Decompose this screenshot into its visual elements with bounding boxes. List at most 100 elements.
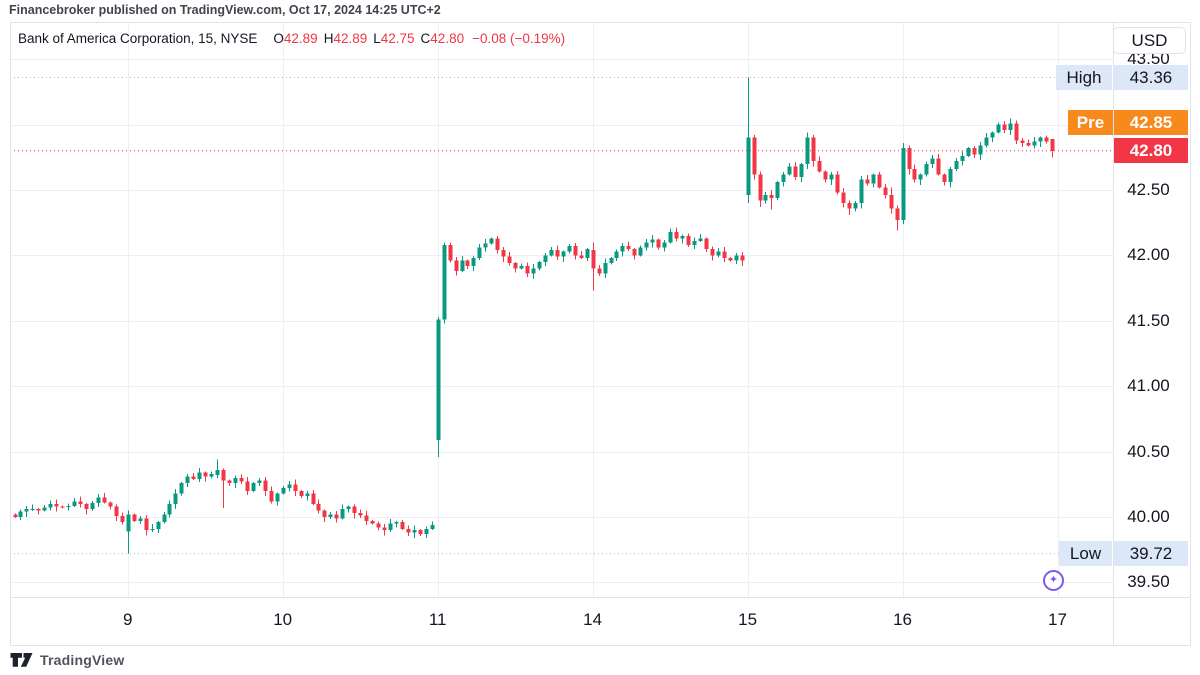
candle-down (579, 255, 584, 259)
candle-up (412, 530, 417, 533)
candle-up (549, 250, 554, 256)
candle-up (948, 169, 953, 183)
candle-up (680, 235, 685, 239)
price-tick-label: 41.50 (1127, 310, 1170, 330)
open-value: 42.89 (283, 31, 318, 46)
candle-down (728, 258, 733, 261)
candle-up (954, 161, 959, 170)
premarket-price-label: 42.85 (1114, 110, 1188, 136)
candle-up (775, 182, 780, 198)
candle-up (609, 258, 614, 264)
price-tick-label: 40.00 (1127, 507, 1170, 526)
price-tick-label: 42.50 (1127, 180, 1170, 199)
candle-up (233, 477, 238, 483)
candle-down (525, 265, 530, 274)
currency-label: USD (1113, 27, 1186, 54)
candle-up (90, 503, 95, 510)
candle-up (978, 145, 983, 155)
candle-up (156, 522, 161, 529)
candle-up (257, 480, 262, 483)
candle-up (42, 507, 47, 511)
candle-down (1002, 124, 1007, 130)
candle-down (912, 169, 917, 180)
candle-down (972, 148, 977, 155)
candle-down (54, 503, 59, 507)
last-price-label: 42.80 (1114, 138, 1188, 164)
candle-down (841, 192, 846, 204)
candle-up (763, 195, 768, 201)
candle-down (1044, 137, 1049, 142)
candle-up (918, 174, 923, 180)
symbol-title[interactable]: Bank of America Corporation, 15, NYSE (18, 31, 258, 46)
candle-up (1038, 137, 1043, 142)
candle-up (614, 251, 619, 259)
candle-up (805, 137, 810, 164)
candle-down (507, 256, 512, 264)
candle-down (60, 506, 65, 508)
candle-down (555, 250, 560, 257)
candle-down (686, 235, 691, 245)
candle-down (400, 522, 405, 529)
candle-down (263, 480, 268, 491)
candle-up (442, 244, 447, 320)
frame-border (10, 22, 1191, 646)
close-value: 42.80 (430, 31, 465, 46)
candle-up (489, 238, 494, 244)
high-value: 42.89 (333, 31, 368, 46)
candle-up (698, 238, 703, 242)
candle-down (883, 187, 888, 196)
candle-up (209, 473, 214, 477)
candle-down (895, 208, 900, 221)
time-tick-label: 15 (738, 610, 758, 629)
low-value: 42.75 (380, 31, 415, 46)
candle-up (966, 148, 971, 156)
candle-down (823, 171, 828, 180)
candle-down (465, 260, 470, 266)
candle-down (370, 520, 375, 524)
candle-down (740, 255, 745, 261)
candle-up (185, 476, 190, 483)
candle-down (1050, 138, 1055, 151)
candle-up (585, 248, 590, 259)
candle-up (18, 511, 23, 517)
candle-up (66, 505, 71, 507)
candle-up (305, 493, 310, 497)
candle-up (662, 242, 667, 248)
candle-down (752, 137, 757, 175)
candle-down (1014, 123, 1019, 141)
candle-down (769, 195, 774, 198)
candle-up (746, 137, 751, 196)
candle-down (758, 174, 763, 201)
candle-up (650, 239, 655, 243)
tradingview-footer[interactable]: TradingView (10, 650, 124, 670)
candle-up (162, 514, 167, 523)
time-tick-label: 11 (428, 610, 447, 629)
candle-down (513, 263, 518, 269)
candle-down (448, 244, 453, 261)
candle-down (793, 166, 798, 177)
candle-down (322, 510, 327, 517)
candle-up (96, 497, 101, 504)
price-tick-label: 42.00 (1127, 245, 1170, 265)
candle-up (984, 137, 989, 146)
candle-up (346, 506, 351, 510)
candle-down (120, 515, 125, 523)
candle-up (901, 148, 906, 221)
candle-up (567, 246, 572, 252)
add-alert-plus-button[interactable]: ✦ (1043, 570, 1064, 591)
candle-down (334, 514, 339, 519)
candle-down (817, 161, 822, 172)
candle-up (871, 174, 876, 184)
candle-up (72, 501, 77, 506)
close-key: C (420, 31, 431, 46)
candle-up (990, 132, 995, 138)
grid (10, 22, 1113, 597)
candle-down (78, 501, 83, 505)
candle-down (674, 231, 679, 239)
candle-up (167, 503, 172, 515)
time-tick-label: 10 (273, 610, 293, 629)
candle-down (84, 504, 89, 510)
